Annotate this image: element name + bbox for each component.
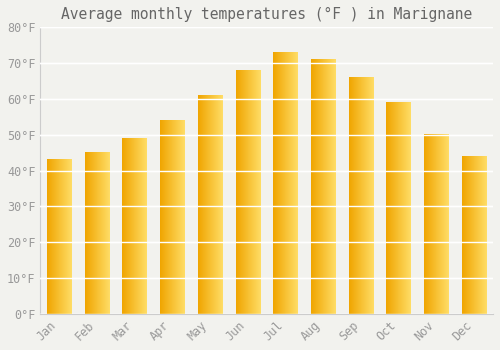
- Title: Average monthly temperatures (°F ) in Marignane: Average monthly temperatures (°F ) in Ma…: [61, 7, 472, 22]
